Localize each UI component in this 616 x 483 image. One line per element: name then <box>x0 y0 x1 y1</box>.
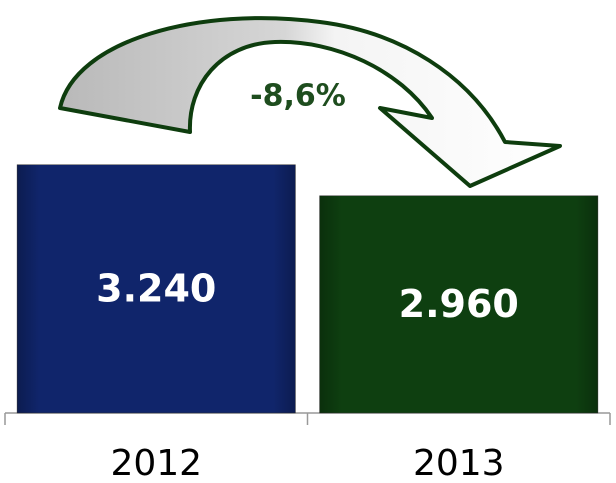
plot: 3.240 2012 2.960 2013 <box>4 164 611 483</box>
x-tick-label: 2012 <box>110 443 202 483</box>
change-arrow <box>58 16 562 188</box>
annotation: -8,6% <box>250 79 346 114</box>
value-label: 3.240 <box>96 266 216 310</box>
bar-shade <box>319 195 598 413</box>
value-label: 2.960 <box>399 282 519 326</box>
x-tick-label: 2013 <box>413 443 505 483</box>
bar-shade <box>17 164 296 413</box>
